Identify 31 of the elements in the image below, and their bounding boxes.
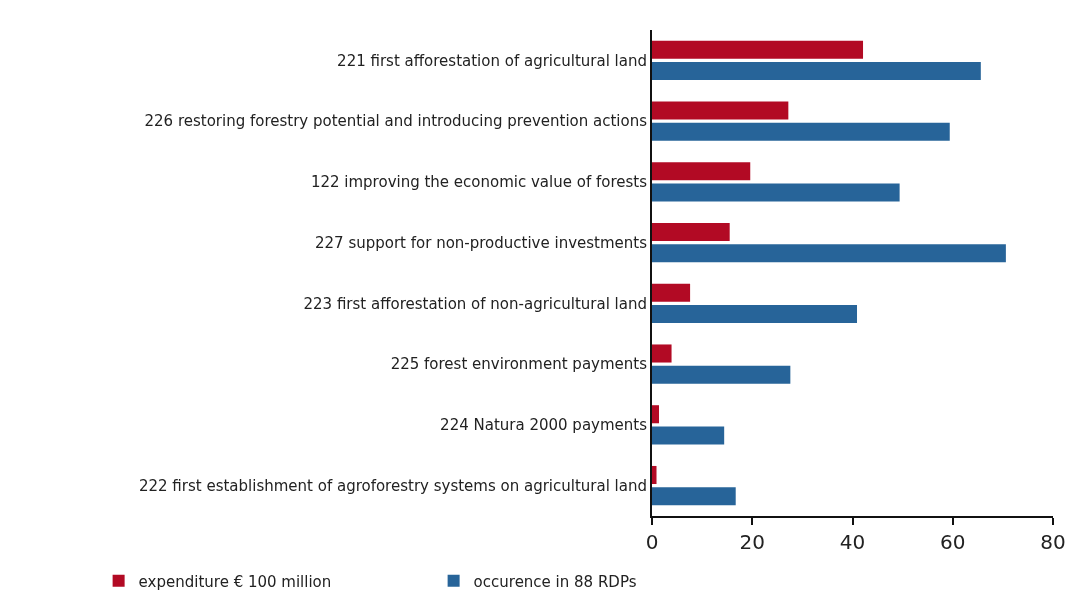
bar xyxy=(652,61,981,81)
bar xyxy=(652,487,736,506)
bar xyxy=(652,283,691,302)
y-tick-label: 226 restoring forestry potential and introducing prevention actions xyxy=(144,112,648,131)
bar xyxy=(652,465,657,485)
bar xyxy=(652,426,725,445)
x-tick-label: 0 xyxy=(645,530,659,554)
y-tick-label: 225 forest environment payments xyxy=(390,355,648,374)
bar xyxy=(652,244,1006,263)
x-tick-label: 60 xyxy=(940,530,966,554)
y-tick-label: 222 first establishment of agroforestry systems on agricultural land xyxy=(138,476,647,495)
x-tick-label: 40 xyxy=(839,530,866,554)
legend-label: expenditure € 100 million xyxy=(138,572,332,591)
x-tick-label: 20 xyxy=(739,530,765,554)
y-tick-label: 122 improving the economic value of forests xyxy=(310,173,648,192)
y-tick-label: 227 support for non-productive investments xyxy=(314,233,648,252)
bar xyxy=(652,304,858,324)
bar xyxy=(652,344,672,363)
bar xyxy=(652,405,660,424)
bar xyxy=(652,222,730,242)
y-tick-label: 221 first afforestation of agricultural land xyxy=(337,51,647,70)
bar xyxy=(652,365,791,384)
y-tick-label: 223 first afforestation of non-agricultural land xyxy=(303,294,647,313)
bar xyxy=(652,183,900,202)
bar xyxy=(652,101,789,120)
x-tick-label: 80 xyxy=(1040,530,1066,554)
bar xyxy=(652,122,950,141)
legend-label: occurence in 88 RDPs xyxy=(473,572,637,591)
y-tick-label: 224 Natura 2000 payments xyxy=(440,416,648,435)
bar xyxy=(652,162,751,181)
bar xyxy=(652,40,864,59)
